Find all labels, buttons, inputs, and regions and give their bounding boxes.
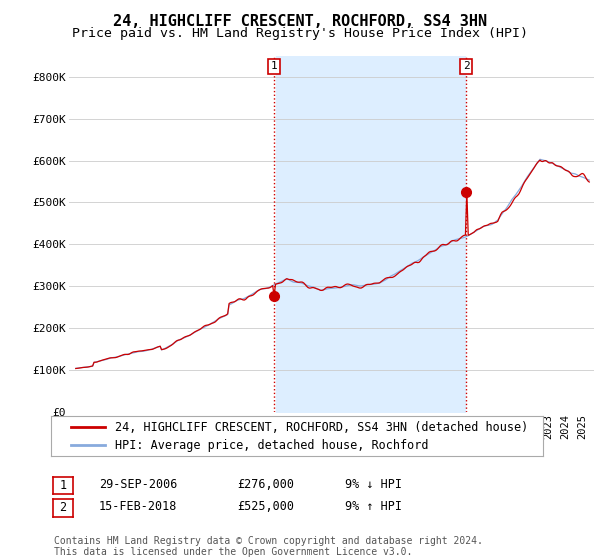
Text: 24, HIGHCLIFF CRESCENT, ROCHFORD, SS4 3HN (detached house): 24, HIGHCLIFF CRESCENT, ROCHFORD, SS4 3H… xyxy=(115,421,528,434)
Text: Price paid vs. HM Land Registry's House Price Index (HPI): Price paid vs. HM Land Registry's House … xyxy=(72,27,528,40)
Text: HPI: Average price, detached house, Rochford: HPI: Average price, detached house, Roch… xyxy=(115,438,428,451)
Text: 1: 1 xyxy=(271,62,277,71)
Text: 2: 2 xyxy=(463,62,470,71)
Text: 2: 2 xyxy=(59,501,67,515)
Text: 9% ↑ HPI: 9% ↑ HPI xyxy=(345,500,402,514)
Text: Contains HM Land Registry data © Crown copyright and database right 2024.
This d: Contains HM Land Registry data © Crown c… xyxy=(54,535,483,557)
Text: 15-FEB-2018: 15-FEB-2018 xyxy=(99,500,178,514)
Text: 24, HIGHCLIFF CRESCENT, ROCHFORD, SS4 3HN: 24, HIGHCLIFF CRESCENT, ROCHFORD, SS4 3H… xyxy=(113,14,487,29)
Text: 9% ↓ HPI: 9% ↓ HPI xyxy=(345,478,402,491)
Text: 1: 1 xyxy=(59,479,67,492)
Text: £525,000: £525,000 xyxy=(237,500,294,514)
Text: £276,000: £276,000 xyxy=(237,478,294,491)
Text: 29-SEP-2006: 29-SEP-2006 xyxy=(99,478,178,491)
